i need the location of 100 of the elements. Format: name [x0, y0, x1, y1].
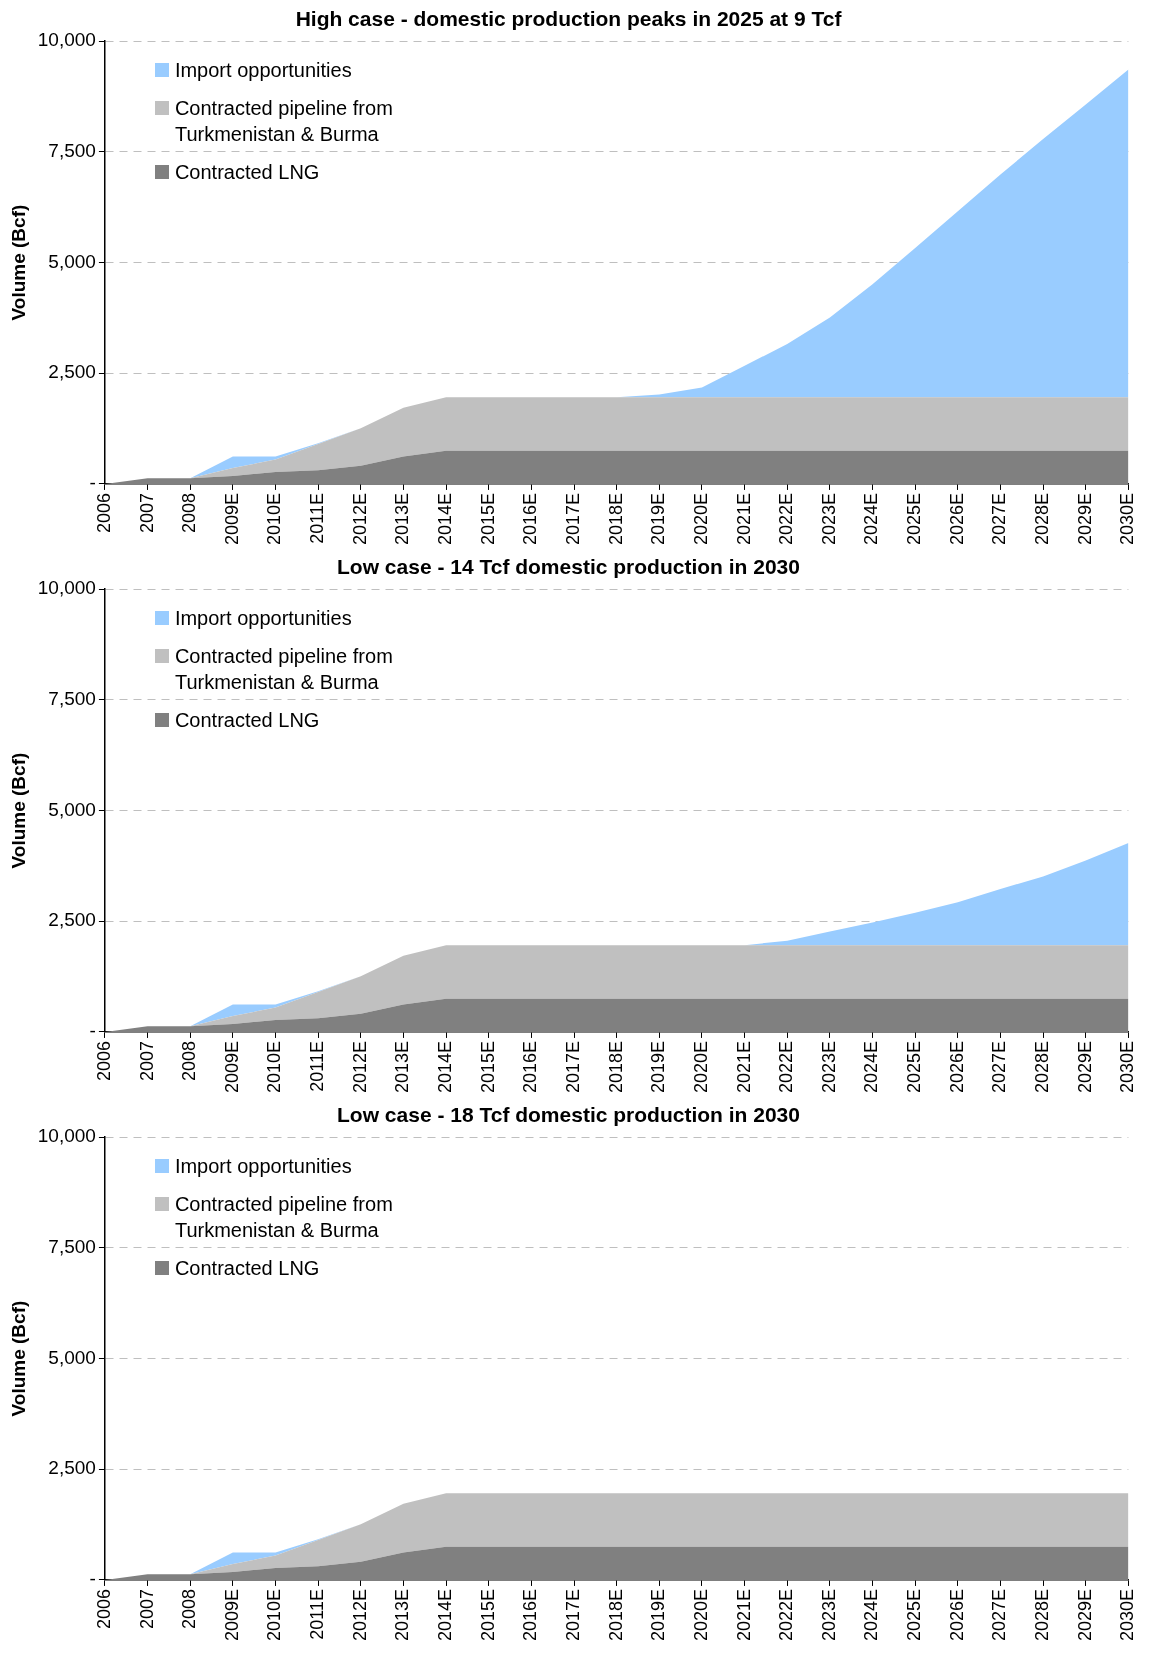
x-tick-label: 2024E: [861, 1588, 882, 1642]
x-tick-label: 2022E: [776, 1040, 797, 1094]
x-tick-label: 2009E: [221, 1588, 242, 1642]
x-tick-label: 2020E: [690, 492, 711, 546]
x-tick-label: 2014E: [435, 1040, 456, 1094]
x-tick-label: 2016E: [520, 1040, 541, 1094]
x-tick-label: 2010E: [264, 1588, 285, 1642]
x-tick-label: 2015E: [477, 1588, 498, 1642]
x-tick-label: 2011E: [307, 492, 328, 544]
x-tick-label: 2017E: [562, 492, 583, 546]
x-tick-label: 2025E: [904, 1040, 925, 1094]
x-tick-label: 2019E: [648, 1588, 669, 1642]
legend-label: Contracted LNG: [174, 1256, 320, 1282]
y-tick-label: 7,500: [48, 688, 96, 710]
x-tick-label: 2012E: [349, 1040, 370, 1094]
x-tick-label: 2024E: [861, 1040, 882, 1094]
x-tick-label: 2024E: [861, 492, 882, 546]
x-tick-label: 2029E: [1074, 1588, 1095, 1642]
x-tick-label: 2018E: [605, 1588, 626, 1642]
x-tick-label: 2011E: [307, 1588, 328, 1640]
y-tick-label: 2,500: [48, 1457, 96, 1479]
x-tick-label: 2009E: [221, 492, 242, 546]
y-tick-label: 2,500: [48, 909, 96, 931]
x-tick-label: 2017E: [562, 1588, 583, 1642]
x-tick-label: 2010E: [264, 1040, 285, 1094]
x-tick-label: 2030E: [1117, 1588, 1138, 1642]
chart-title: High case - domestic production peaks in 2025 at 9 Tcf: [295, 7, 843, 31]
x-tick-label: 2020E: [690, 1040, 711, 1094]
legend-label: Import opportunities: [174, 606, 352, 632]
y-tick-label: 10,000: [37, 29, 96, 51]
x-tick-label: 2025E: [904, 1588, 925, 1642]
legend-label: Contracted pipeline from Turkmenistan & Burma: [174, 96, 394, 148]
y-tick-label: 5,000: [48, 1346, 96, 1368]
x-tick-label: 2006: [93, 492, 114, 533]
x-tick-label: 2015E: [477, 1040, 498, 1094]
x-tick-label: 2008: [179, 492, 200, 533]
x-tick-label: 2020E: [690, 1588, 711, 1642]
x-tick-label: 2010E: [264, 492, 285, 546]
y-tick-label: -: [89, 1020, 96, 1042]
y-tick-label: -: [89, 1568, 96, 1590]
y-tick-label: 5,000: [48, 798, 96, 820]
x-tick-label: 2027E: [989, 1040, 1010, 1094]
x-tick-label: 2007: [136, 1588, 157, 1629]
x-tick-label: 2014E: [435, 492, 456, 546]
x-tick-label: 2007: [136, 492, 157, 533]
y-axis-title: Volume (Bcf): [7, 1300, 29, 1417]
chart-title: Low case - 14 Tcf domestic production in 2030: [337, 555, 800, 579]
x-tick-label: 2015E: [477, 492, 498, 546]
y-axis-title: Volume (Bcf): [7, 752, 29, 869]
x-tick-label: 2027E: [989, 492, 1010, 546]
x-tick-label: 2008: [179, 1588, 200, 1629]
x-tick-label: 2021E: [733, 1040, 754, 1094]
x-tick-label: 2018E: [605, 492, 626, 546]
x-tick-label: 2023E: [818, 1040, 839, 1094]
y-tick-label: -: [89, 472, 96, 494]
y-tick-label: 10,000: [37, 577, 96, 599]
x-tick-label: 2021E: [733, 492, 754, 546]
x-tick-label: 2019E: [648, 1040, 669, 1094]
x-tick-label: 2014E: [435, 1588, 456, 1642]
x-tick-label: 2018E: [605, 1040, 626, 1094]
x-tick-label: 2009E: [221, 1040, 242, 1094]
x-tick-label: 2030E: [1117, 492, 1138, 546]
x-tick-label: 2007: [136, 1040, 157, 1081]
x-tick-label: 2023E: [818, 1588, 839, 1642]
legend-label: Contracted pipeline from Turkmenistan & Burma: [174, 644, 394, 696]
x-tick-label: 2028E: [1032, 1040, 1053, 1094]
chart-title: Low case - 18 Tcf domestic production in 2030: [337, 1103, 800, 1127]
y-tick-label: 10,000: [37, 1125, 96, 1147]
y-tick-label: 2,500: [48, 361, 96, 383]
x-tick-label: 2022E: [776, 1588, 797, 1642]
x-tick-label: 2028E: [1032, 1588, 1053, 1642]
legend-label: Contracted pipeline from Turkmenistan & Burma: [174, 1192, 394, 1244]
legend-label: Contracted LNG: [174, 708, 320, 734]
legend-label: Import opportunities: [174, 1154, 352, 1180]
x-tick-label: 2011E: [307, 1040, 328, 1092]
x-tick-label: 2012E: [349, 1588, 370, 1642]
x-tick-label: 2016E: [520, 1588, 541, 1642]
x-tick-label: 2026E: [946, 492, 967, 546]
x-tick-label: 2008: [179, 1040, 200, 1081]
x-tick-label: 2023E: [818, 492, 839, 546]
x-tick-label: 2025E: [904, 492, 925, 546]
x-tick-label: 2027E: [989, 1588, 1010, 1642]
x-tick-label: 2022E: [776, 492, 797, 546]
y-axis-title: Volume (Bcf): [7, 204, 29, 321]
x-tick-label: 2029E: [1074, 1040, 1095, 1094]
x-tick-label: 2013E: [392, 1588, 413, 1642]
x-tick-label: 2006: [93, 1040, 114, 1081]
y-tick-label: 7,500: [48, 140, 96, 162]
x-tick-label: 2006: [93, 1588, 114, 1629]
y-tick-label: 7,500: [48, 1236, 96, 1258]
x-tick-label: 2030E: [1117, 1040, 1138, 1094]
x-tick-label: 2026E: [946, 1588, 967, 1642]
x-tick-label: 2012E: [349, 492, 370, 546]
y-tick-label: 5,000: [48, 250, 96, 272]
x-tick-label: 2019E: [648, 492, 669, 546]
x-tick-label: 2021E: [733, 1588, 754, 1642]
x-tick-label: 2013E: [392, 492, 413, 546]
legend-label: Contracted LNG: [174, 160, 320, 186]
x-tick-label: 2026E: [946, 1040, 967, 1094]
x-tick-label: 2029E: [1074, 492, 1095, 546]
